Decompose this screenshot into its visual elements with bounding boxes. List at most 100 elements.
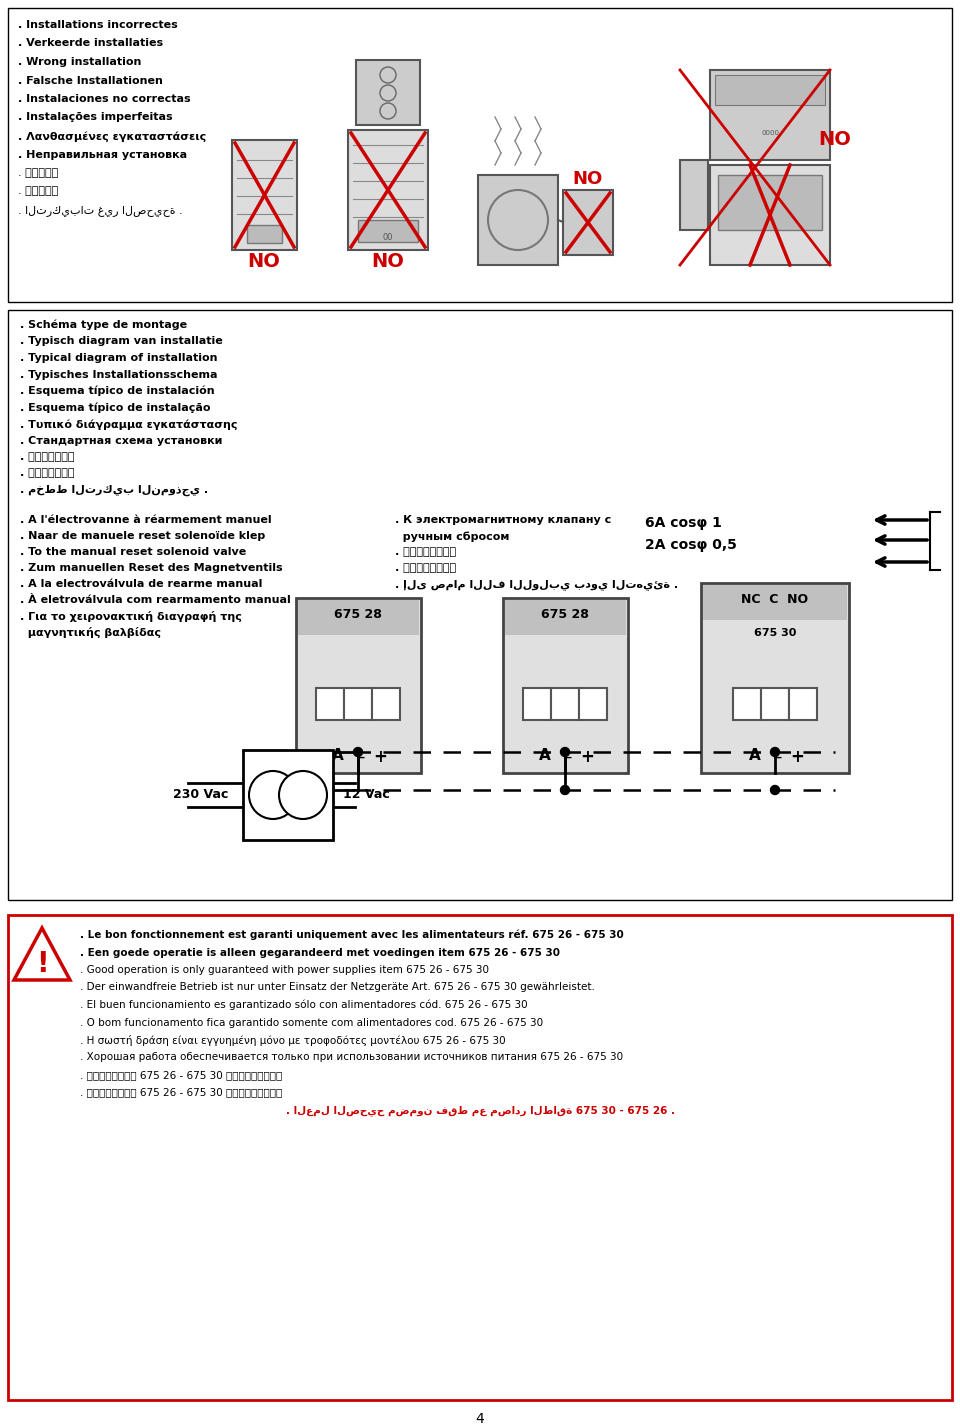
Text: 230 Vac: 230 Vac — [173, 788, 228, 801]
Text: –: – — [773, 748, 781, 765]
Bar — [358, 220, 418, 241]
Bar — [503, 598, 628, 773]
Text: . 只有使用電源設備 675 26 - 675 30 方能確保運行良好。: . 只有使用電源設備 675 26 - 675 30 方能確保運行良好。 — [80, 1070, 282, 1080]
Text: !: ! — [36, 950, 48, 978]
Text: . A la electroválvula de rearme manual: . A la electroválvula de rearme manual — [20, 578, 262, 588]
Text: A: A — [332, 748, 344, 763]
Circle shape — [353, 747, 363, 757]
Bar — [579, 688, 607, 720]
Text: +: + — [373, 748, 387, 765]
Bar — [523, 688, 551, 720]
Bar — [710, 70, 830, 160]
Bar — [710, 166, 830, 266]
Polygon shape — [14, 928, 70, 980]
Text: . مخطط التركيب النموذجي .: . مخطط التركيب النموذجي . — [20, 486, 208, 497]
Circle shape — [279, 771, 327, 820]
Text: 6A cosφ 1: 6A cosφ 1 — [645, 516, 722, 530]
Bar — [478, 176, 558, 266]
Text: 675 28: 675 28 — [541, 608, 588, 621]
Text: . 錯誤的安裝: . 錯誤的安裝 — [18, 169, 59, 178]
Text: μαγνητικής βαλβίδας: μαγνητικής βαλβίδας — [20, 627, 161, 638]
Text: NO: NO — [819, 130, 852, 149]
Text: . К электромагнитному клапану с: . К электромагнитному клапану с — [395, 516, 612, 526]
Circle shape — [249, 771, 297, 820]
Text: . Esquema típico de instalación: . Esquema típico de instalación — [20, 386, 215, 397]
Text: +: + — [790, 748, 804, 765]
Text: . Хорошая работа обеспечивается только при использовании источников питания 675 : . Хорошая работа обеспечивается только п… — [80, 1052, 623, 1062]
Text: 0000: 0000 — [761, 130, 779, 136]
Text: NO: NO — [248, 251, 280, 271]
Text: . Typisches Installationsschema: . Typisches Installationsschema — [20, 370, 218, 380]
Circle shape — [561, 747, 569, 757]
Text: 675 30: 675 30 — [754, 628, 796, 638]
Text: . 典型的安装图示: . 典型的安装图示 — [20, 468, 75, 478]
Bar — [348, 130, 428, 250]
Text: . Instalaciones no correctas: . Instalaciones no correctas — [18, 94, 191, 104]
Text: . 典型的安裝圖示: . 典型的安裝圖示 — [20, 453, 75, 463]
Text: . El buen funcionamiento es garantizado sólo con alimentadores cód. 675 26 - 675: . El buen funcionamiento es garantizado … — [80, 1000, 528, 1011]
Bar — [372, 688, 400, 720]
Bar — [316, 688, 344, 720]
Bar — [344, 688, 372, 720]
Text: 00: 00 — [383, 234, 394, 243]
Bar — [8, 310, 952, 900]
Text: NO: NO — [573, 170, 603, 188]
Text: 4: 4 — [475, 1412, 485, 1427]
Text: . Η σωστή δράση είναι εγγυημένη μόνο με τροφοδότες μοντέλου 675 26 - 675 30: . Η σωστή δράση είναι εγγυημένη μόνο με … — [80, 1035, 506, 1045]
Text: . Installations incorrectes: . Installations incorrectes — [18, 20, 178, 30]
Text: . Για το χειρονακτική διαγραφή της: . Για το χειρονακτική διαγραφή της — [20, 611, 242, 623]
Text: . إلى صمام اللف اللولبي بدوي التهيئة .: . إلى صمام اللف اللولبي بدوي التهيئة . — [395, 578, 678, 590]
Text: . Naar de manuele reset solenoïde klep: . Naar de manuele reset solenoïde klep — [20, 531, 265, 541]
Text: ручным сбросом: ручным сбросом — [395, 531, 510, 541]
Bar — [356, 60, 420, 126]
Bar — [680, 160, 708, 230]
Bar — [701, 583, 849, 773]
Text: . Zum manuellen Reset des Magnetventils: . Zum manuellen Reset des Magnetventils — [20, 563, 282, 573]
Text: –: – — [356, 748, 364, 765]
Bar — [703, 585, 847, 620]
Bar — [563, 190, 613, 256]
Text: 12 Vac: 12 Vac — [343, 788, 390, 801]
Circle shape — [561, 785, 569, 794]
Text: . Schéma type de montage: . Schéma type de montage — [20, 320, 187, 330]
Text: . 到手控复位电磁阀: . 到手控复位电磁阀 — [395, 563, 456, 573]
Bar — [718, 176, 822, 230]
Circle shape — [771, 785, 780, 794]
Text: . O bom funcionamento fica garantido somente com alimentadores cod. 675 26 - 675: . O bom funcionamento fica garantido som… — [80, 1018, 543, 1028]
Text: . Instalações imperfeitas: . Instalações imperfeitas — [18, 113, 173, 123]
Text: . Esquema típico de instalação: . Esquema típico de instalação — [20, 403, 210, 413]
Text: . À eletroválvula com rearmamento manual: . À eletroválvula com rearmamento manual — [20, 595, 291, 605]
Text: A: A — [749, 748, 761, 763]
Text: NC  C  NO: NC C NO — [741, 593, 808, 605]
Bar — [8, 9, 952, 301]
Text: . Typisch diagram van installatie: . Typisch diagram van installatie — [20, 337, 223, 347]
Bar — [505, 600, 626, 635]
Text: . Wrong installation: . Wrong installation — [18, 57, 141, 67]
Bar — [232, 140, 297, 250]
Text: NO: NO — [372, 251, 404, 271]
Text: –: – — [563, 748, 571, 765]
Text: . 错误的安装: . 错误的安装 — [18, 187, 59, 197]
Text: . Der einwandfreie Betrieb ist nur unter Einsatz der Netzgeräte Art. 675 26 - 67: . Der einwandfreie Betrieb ist nur unter… — [80, 982, 595, 992]
Text: . To the manual reset solenoid valve: . To the manual reset solenoid valve — [20, 547, 247, 557]
Text: . Стандартная схема установки: . Стандартная схема установки — [20, 436, 223, 446]
Text: . Verkeerde installaties: . Verkeerde installaties — [18, 39, 163, 49]
Bar — [296, 598, 421, 773]
Bar — [789, 688, 817, 720]
Bar — [733, 688, 761, 720]
Text: . Λανθασμένες εγκαταστάσεις: . Λανθασμένες εγκαταστάσεις — [18, 131, 206, 141]
Text: . Τυπικό διάγραμμα εγκατάστασης: . Τυπικό διάγραμμα εγκατάστασης — [20, 418, 237, 430]
Text: . A l'électrovanne à réarmement manuel: . A l'électrovanne à réarmement manuel — [20, 516, 272, 526]
Text: 2A cosφ 0,5: 2A cosφ 0,5 — [645, 538, 737, 553]
Text: 675 28: 675 28 — [334, 608, 382, 621]
Text: . Неправильная установка: . Неправильная установка — [18, 150, 187, 160]
Text: . التركيبات غير الصحيحة .: . التركيبات غير الصحيحة . — [18, 206, 182, 216]
Text: . Good operation is only guaranteed with power supplies item 675 26 - 675 30: . Good operation is only guaranteed with… — [80, 965, 489, 975]
Text: . 到手控複位電磁閥: . 到手控複位電磁閥 — [395, 547, 456, 557]
Text: . Falsche Installationen: . Falsche Installationen — [18, 76, 163, 86]
Bar — [298, 600, 419, 635]
Text: . العمل الصحيح مضمون فقط مع مصادر الطاقة 675 30 - 675 26 .: . العمل الصحيح مضمون فقط مع مصادر الطاقة… — [285, 1105, 675, 1115]
Circle shape — [771, 747, 780, 757]
Text: +: + — [580, 748, 594, 765]
Bar — [243, 750, 333, 840]
